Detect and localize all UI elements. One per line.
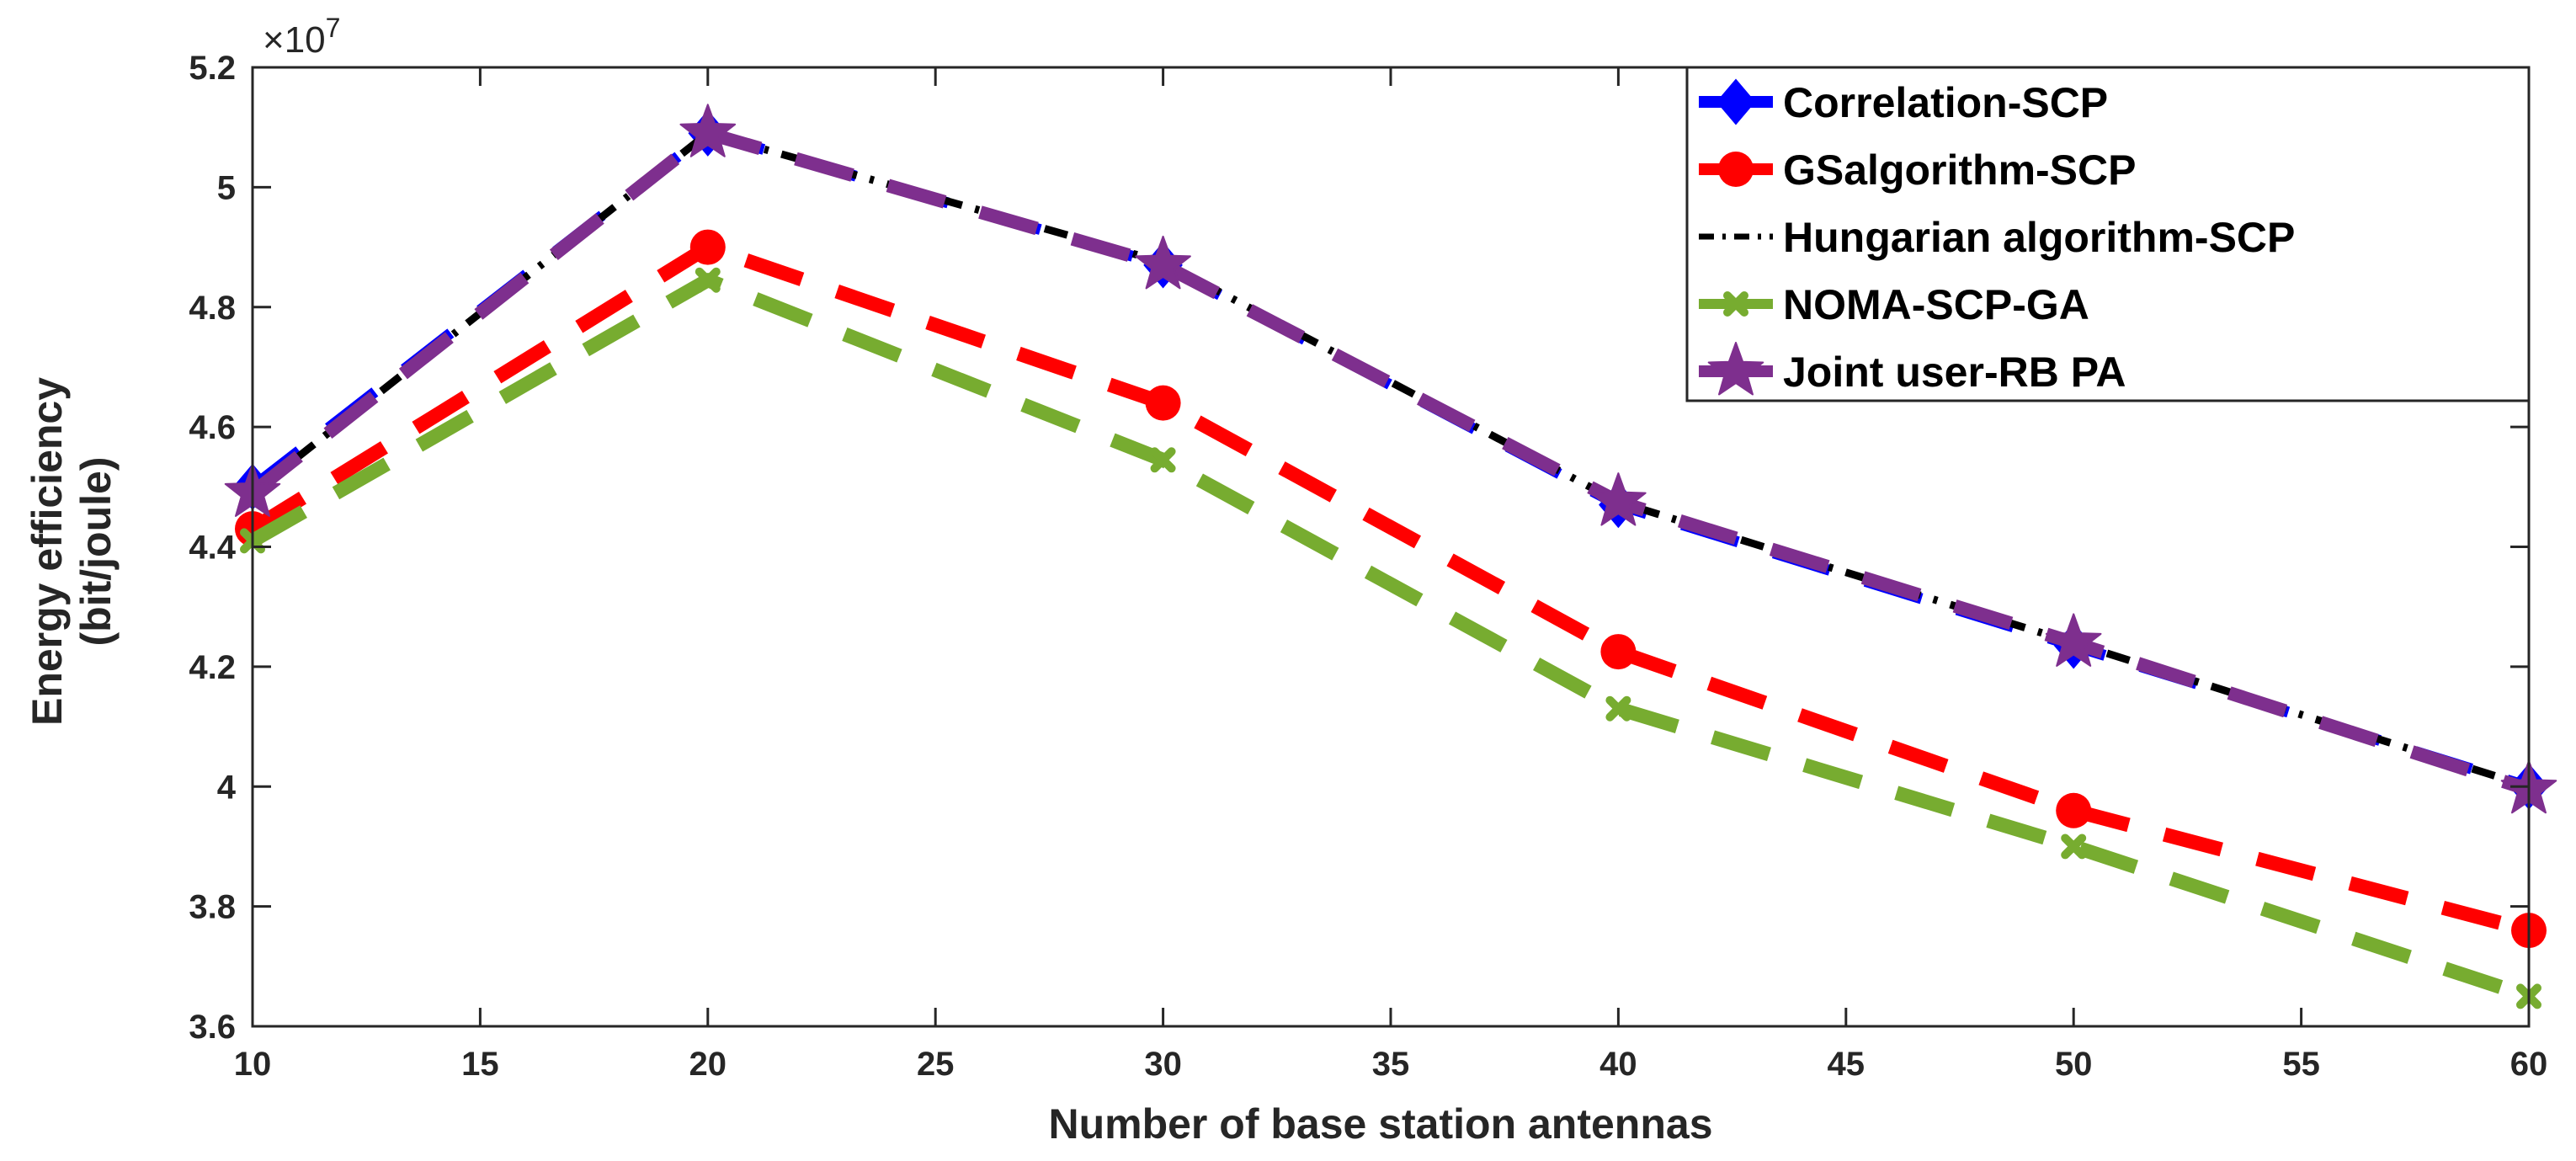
y-axis-label-line1: Energy efficiency (24, 377, 71, 726)
legend-marker (1723, 291, 1748, 317)
y-tick-label: 4.8 (189, 290, 236, 327)
data-point-gsalgorithm-scp (2056, 792, 2092, 828)
legend-label: NOMA-SCP-GA (1783, 281, 2089, 328)
legend-marker (1707, 342, 1764, 396)
x-tick-label: 55 (2282, 1046, 2320, 1083)
y-tick-label: 5.2 (189, 50, 236, 87)
legend-marker (1718, 152, 1754, 187)
y-tick-label: 4.6 (189, 409, 236, 446)
data-point-joint-user-rb-pa (1590, 472, 1647, 526)
legend-item-correlation-scp: Correlation-SCP (1699, 78, 2108, 126)
y-tick-label: 4.4 (189, 530, 236, 567)
legend: Correlation-SCP GSalgorithm-SCP Hungarian … (1685, 66, 2531, 402)
y-tick-label: 4.2 (189, 649, 236, 686)
legend-box (1685, 66, 2531, 402)
legend-label: Hungarian algorithm-SCP (1783, 214, 2295, 261)
x-tick-label: 10 (234, 1046, 272, 1083)
data-point-joint-user-rb-pa (679, 104, 737, 157)
series-line-noma-scp-ga (248, 273, 2531, 1004)
data-point-noma-scp-ga (1150, 447, 1176, 473)
y-tick-label: 5 (217, 169, 236, 206)
legend-item-noma-scp-ga: NOMA-SCP-GA (1699, 281, 2089, 328)
data-point-noma-scp-ga (1605, 695, 1631, 722)
data-point-joint-user-rb-pa (1135, 235, 1191, 290)
x-axis-label: Number of base station antennas (1048, 1100, 1712, 1148)
y-tick-label: 4 (217, 769, 237, 806)
legend-marker (1716, 78, 1756, 125)
legend-item-hungarian-algorithm-scp: Hungarian algorithm-SCP (1699, 214, 2295, 261)
x-tick-label: 20 (689, 1046, 727, 1083)
y-axis-multiplier: ×107 (263, 13, 340, 61)
y-tick-label: 3.6 (189, 1009, 236, 1046)
y-axis-label-line2: (bit/joule) (72, 457, 120, 647)
y-axis-label: Energy efficiency (bit/joule) (24, 377, 120, 726)
legend-item-gsalgorithm-scp: GSalgorithm-SCP (1699, 146, 2136, 194)
data-point-gsalgorithm-scp (1600, 634, 1637, 670)
legend-label: GSalgorithm-SCP (1783, 146, 2136, 194)
x-tick-label: 50 (2055, 1046, 2093, 1083)
x-tick-label: 15 (461, 1046, 499, 1083)
x-tick-label: 35 (1372, 1046, 1410, 1083)
x-tick-label: 60 (2510, 1046, 2548, 1083)
legend-item-joint-user-rb-pa: Joint user-RB PA (1699, 342, 2126, 396)
x-tick-label: 30 (1144, 1046, 1182, 1083)
series-layer (224, 104, 2557, 1009)
y-tick-label: 3.8 (189, 889, 236, 926)
x-tick-label: 45 (1828, 1046, 1865, 1083)
data-point-joint-user-rb-pa (2045, 613, 2102, 667)
series-line-joint-user-rb-pa (248, 126, 2531, 796)
data-point-gsalgorithm-scp (1145, 385, 1181, 421)
series-line-gsalgorithm-scp (248, 240, 2531, 938)
legend-label: Correlation-SCP (1783, 79, 2108, 126)
data-point-noma-scp-ga (2061, 833, 2087, 860)
x-tick-label: 40 (1599, 1046, 1637, 1083)
legend-label: Joint user-RB PA (1783, 349, 2126, 396)
data-point-noma-scp-ga (695, 267, 721, 293)
data-point-gsalgorithm-scp (689, 229, 726, 265)
x-tick-label: 25 (917, 1046, 955, 1083)
